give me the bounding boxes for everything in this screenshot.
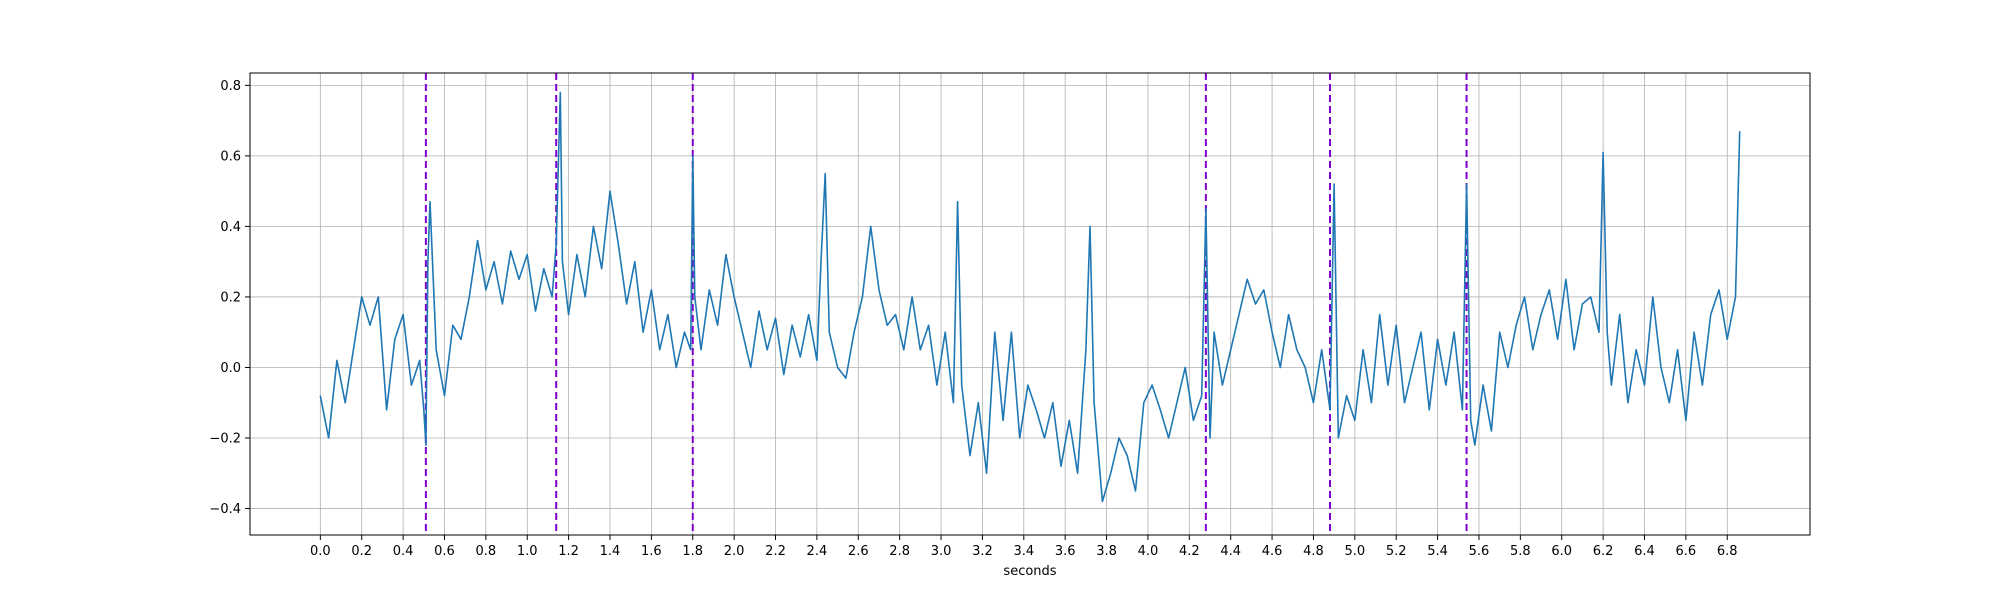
x-tick-label: 2.8: [889, 544, 910, 559]
x-tick-label: 3.4: [1013, 544, 1034, 559]
x-tick-label: 4.0: [1138, 544, 1159, 559]
y-tick-label: 0.6: [220, 149, 241, 164]
y-tick-label: 0.8: [220, 79, 241, 94]
x-tick-label: 3.8: [1096, 544, 1117, 559]
signal-series-line: [319, 91, 1741, 503]
y-tick-label: −0.4: [209, 502, 241, 517]
x-tick-label: 0.4: [393, 544, 414, 559]
x-tick-label: 2.0: [724, 544, 745, 559]
x-tick-label: 6.6: [1676, 544, 1697, 559]
axis-ticks: 0.0 0.2 0.4 0.6 0.8 1.0 1.2 1.4 1.6 1.8 2.0 2.2 2.4 2…: [209, 79, 1737, 559]
y-tick-label: 0.4: [220, 220, 241, 235]
x-tick-label: 0.0: [310, 544, 331, 559]
x-tick-label: 3.0: [931, 544, 952, 559]
vertical-markers: [424, 73, 1468, 535]
x-tick-label: 4.2: [1179, 544, 1200, 559]
plot-frame: [249, 72, 1811, 536]
y-tick-label: 0.0: [220, 361, 241, 376]
x-tick-label: 0.6: [434, 544, 455, 559]
x-tick-label: 2.4: [807, 544, 828, 559]
x-tick-label: 4.4: [1220, 544, 1241, 559]
x-tick-label: 1.0: [517, 544, 538, 559]
x-tick-label: 0.2: [351, 544, 372, 559]
y-tick-label: −0.2: [209, 432, 241, 447]
y-tick-label: 0.2: [220, 290, 241, 305]
x-tick-label: 1.6: [641, 544, 662, 559]
x-tick-label: 5.8: [1510, 544, 1531, 559]
x-tick-label: 2.2: [765, 544, 786, 559]
x-tick-label: 1.2: [558, 544, 579, 559]
x-tick-label: 0.8: [476, 544, 497, 559]
x-tick-label: 4.8: [1303, 544, 1324, 559]
x-tick-label: 1.4: [600, 544, 621, 559]
series-layer: [319, 91, 1741, 503]
x-tick-label: 6.4: [1634, 544, 1655, 559]
x-tick-label: 3.2: [972, 544, 993, 559]
x-tick-label: 3.6: [1055, 544, 1076, 559]
x-tick-label: 6.8: [1717, 544, 1738, 559]
x-tick-label: 5.2: [1386, 544, 1407, 559]
x-tick-label: 5.0: [1344, 544, 1365, 559]
x-tick-label: 6.2: [1593, 544, 1614, 559]
x-tick-label: 5.6: [1469, 544, 1490, 559]
x-tick-label: 6.0: [1551, 544, 1572, 559]
x-tick-label: 2.6: [848, 544, 869, 559]
x-axis-label: seconds: [1003, 564, 1056, 579]
x-tick-label: 5.4: [1427, 544, 1448, 559]
x-tick-label: 1.8: [682, 544, 703, 559]
x-tick-label: 4.6: [1262, 544, 1283, 559]
